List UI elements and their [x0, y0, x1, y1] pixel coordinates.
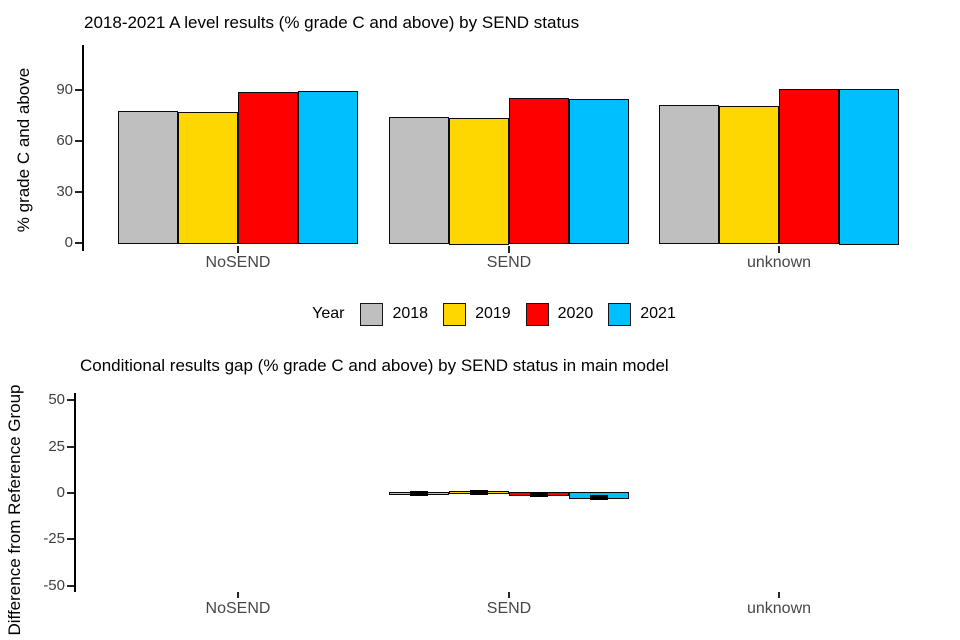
y-tick-label: -50 [43, 576, 65, 594]
y-axis-line [74, 393, 76, 592]
x-tick-mark [508, 246, 510, 253]
y-tick-mark [75, 191, 82, 193]
y-tick-label: 90 [56, 81, 73, 98]
y-tick-label: 25 [48, 437, 65, 455]
bar-NoSEND-2020 [238, 91, 298, 245]
x-tick-mark [237, 246, 239, 253]
legend-title: Year [312, 305, 345, 322]
legend-entry-2018: 2018 [360, 302, 429, 326]
y-tick-mark [75, 89, 82, 91]
y-tick-mark [67, 445, 74, 448]
estimate-marker-2019 [470, 489, 488, 495]
x-tick-mark [778, 592, 780, 598]
y-tick-mark [67, 584, 74, 587]
bar-NoSEND-2019 [178, 112, 238, 245]
legend-entry-2021: 2021 [608, 302, 676, 326]
x-category-label: unknown [746, 600, 812, 617]
y-axis-line [82, 45, 84, 251]
bar-SEND-2020 [509, 97, 569, 245]
legend-swatch-2018 [360, 302, 384, 326]
x-tick-mark [508, 592, 510, 598]
legend-entry-2019: 2019 [443, 302, 511, 326]
legend: Year 2018 2019 2020 2021 [24, 297, 960, 331]
estimate-marker-2020 [530, 492, 548, 498]
y-tick-mark [67, 492, 74, 494]
x-category-label: SEND [486, 600, 532, 617]
y-tick-mark [67, 399, 74, 402]
x-category-label: NoSEND [205, 254, 271, 271]
estimate-marker-2021 [590, 494, 608, 500]
y-tick-mark [67, 538, 74, 541]
y-tick-label: 30 [56, 183, 73, 200]
legend-swatch-2021 [608, 302, 632, 326]
bar-NoSEND-2021 [298, 91, 358, 245]
bottom-chart-title: Conditional results gap (% grade C and a… [80, 356, 669, 375]
y-tick-label: -25 [43, 530, 65, 548]
x-tick-mark [237, 592, 239, 598]
x-tick-mark [778, 246, 780, 253]
y-tick-mark [75, 140, 82, 142]
legend-label-2020: 2020 [557, 305, 594, 322]
legend-label-2018: 2018 [392, 305, 429, 322]
bar-unknown-2021 [839, 88, 899, 245]
bar-unknown-2019 [719, 106, 779, 245]
y-tick-mark [75, 242, 82, 244]
estimate-marker-2018 [410, 491, 428, 497]
legend-entries: 2018 2019 2020 2021 [360, 302, 676, 326]
bar-unknown-2018 [659, 104, 719, 245]
bar-NoSEND-2018 [118, 110, 178, 245]
top-chart-title: 2018-2021 A level results (% grade C and… [84, 13, 580, 32]
bar-unknown-2020 [779, 89, 839, 245]
legend-entry-2020: 2020 [525, 302, 594, 326]
bar-SEND-2021 [569, 98, 629, 245]
y-tick-label: 0 [64, 234, 73, 251]
bar-SEND-2019 [449, 118, 509, 245]
bar-SEND-2018 [389, 116, 449, 245]
x-category-label: unknown [746, 254, 812, 271]
y-tick-label: 0 [56, 484, 65, 501]
legend-label-2021: 2021 [640, 305, 676, 322]
y-tick-label: 60 [56, 132, 73, 149]
legend-swatch-2019 [443, 302, 467, 326]
x-category-label: SEND [486, 254, 532, 271]
x-category-label: NoSEND [205, 600, 271, 617]
y-tick-label: 50 [48, 391, 65, 409]
legend-swatch-2020 [525, 302, 549, 326]
legend-label-2019: 2019 [475, 305, 511, 322]
